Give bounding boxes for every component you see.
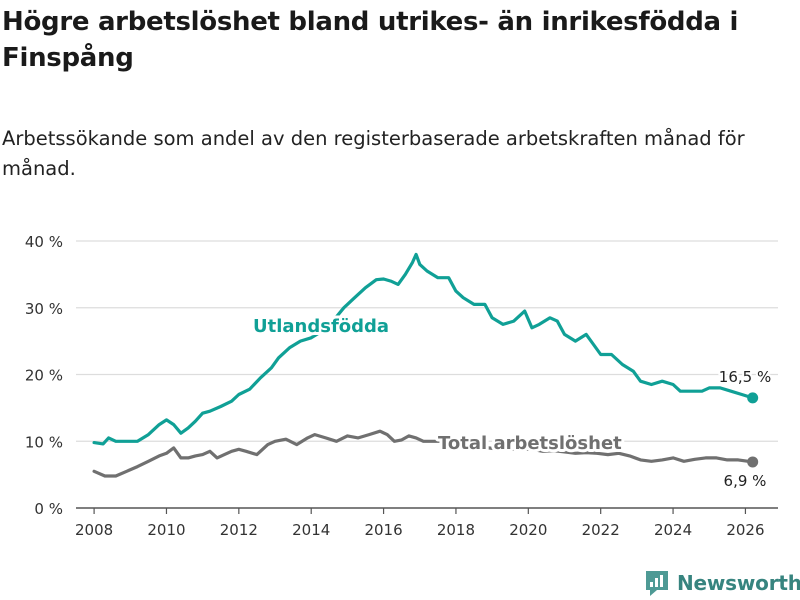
x-tick-label: 2022 [582,521,620,539]
x-tick-label: 2018 [437,521,475,539]
series-label-utlandsfodda: Utlandsfödda [253,316,389,337]
series-lines [92,252,759,478]
gridlines [76,240,778,509]
brand-name: Newsworthy [677,571,800,595]
y-tick-label: 40 % [25,233,63,251]
end-label-total: 6,9 % [724,472,767,490]
end-label-utlandsfodda: 16,5 % [719,368,771,386]
y-tick-label: 10 % [25,433,63,451]
series-line-utlandsfodda [92,252,755,446]
y-tick-label: 0 % [34,500,63,518]
chart-title: Högre arbetslöshet bland utrikes- än inr… [2,7,739,73]
y-axis: 0 % 10 % 20 % 30 % 40 % [25,233,63,518]
x-tick-label: 2020 [509,521,547,539]
x-axis: 2008 2010 2012 2014 2016 2018 2020 2022 2024 2026 [75,508,765,539]
y-tick-label: 30 % [25,300,63,318]
endpoint-total [747,456,759,468]
x-tick-label: 2014 [292,521,330,539]
x-tick-label: 2016 [364,521,402,539]
x-tick-label: 2024 [654,521,692,539]
series-labels: Utlandsfödda Total arbetslöshet 16,5 % 6,9 … [250,313,773,492]
x-tick-label: 2026 [726,521,764,539]
x-tick-label: 2012 [220,521,258,539]
y-tick-label: 20 % [25,367,63,385]
newsworthy-logo: Newsworthy [644,568,800,598]
endpoint-utlandsfodda [747,392,759,404]
newsworthy-logo-icon [646,571,668,596]
series-line-total [92,429,755,478]
x-tick-label: 2010 [147,521,185,539]
series-label-total: Total arbetslöshet [438,433,622,454]
x-tick-label: 2008 [75,521,113,539]
chart-subtitle: Arbetssökande som andel av den registerb… [2,127,745,180]
